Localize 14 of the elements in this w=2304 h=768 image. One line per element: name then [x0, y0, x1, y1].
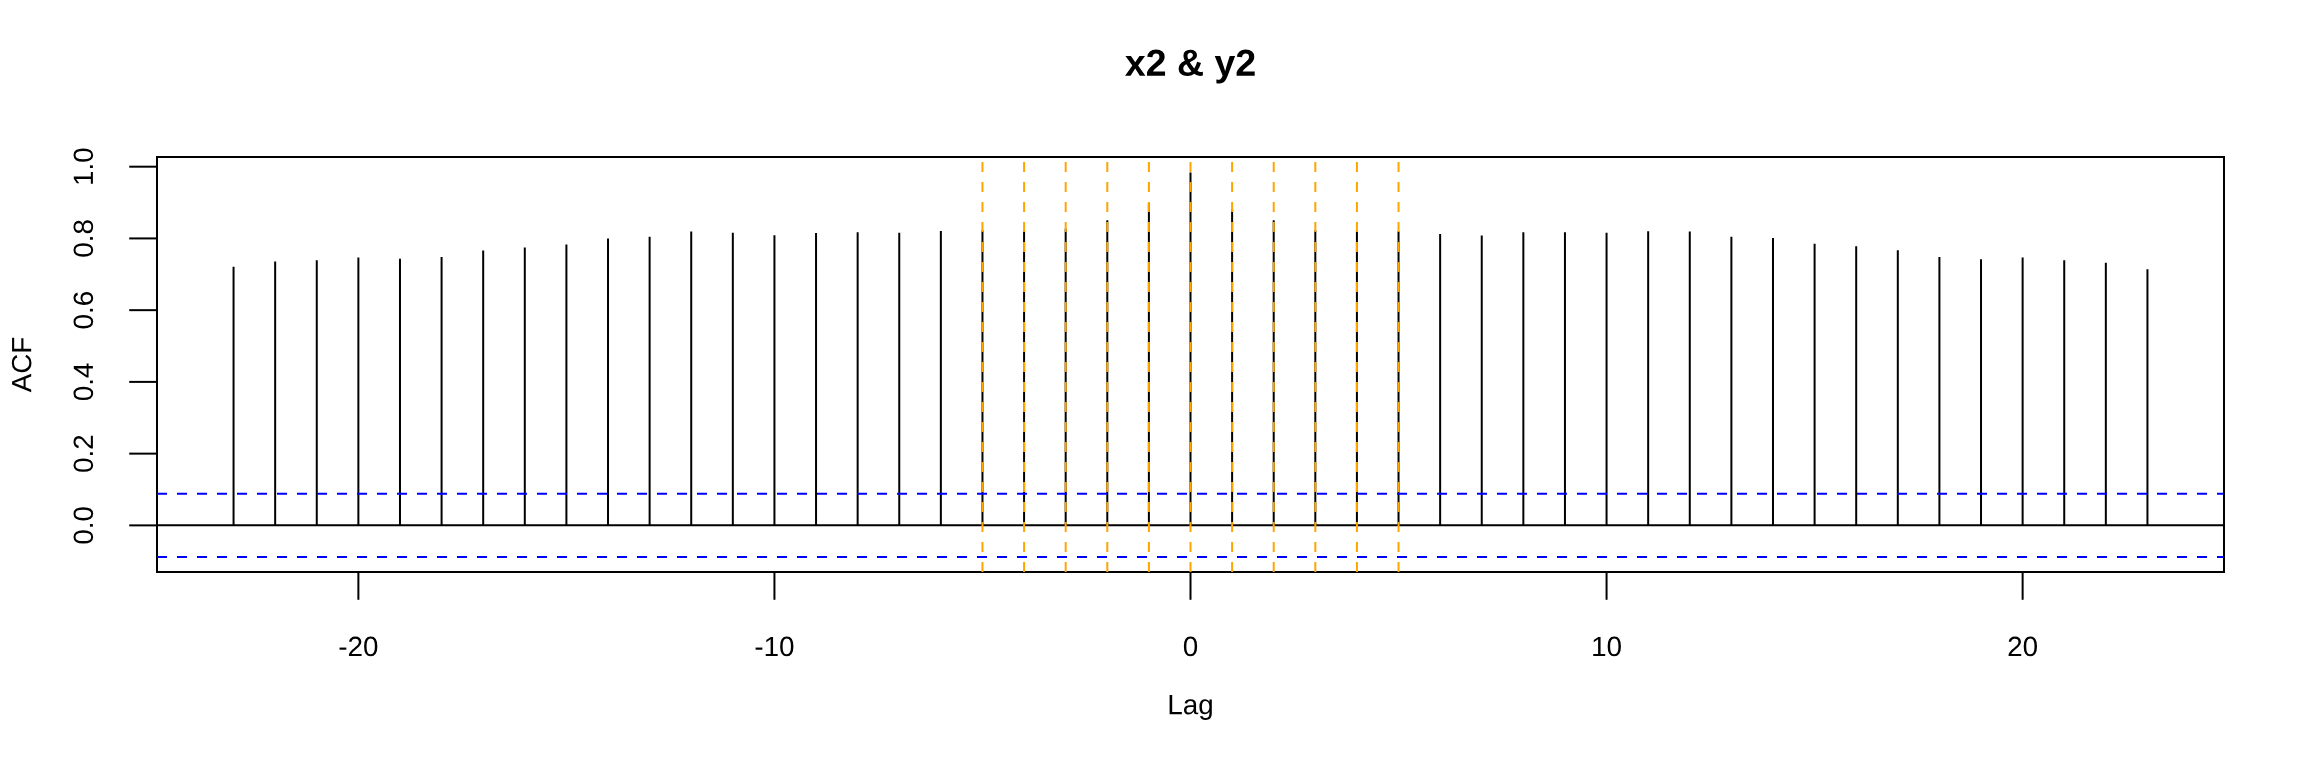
- x-tick-label: 0: [1183, 636, 1198, 657]
- y-tick-label: 0.8: [73, 220, 94, 257]
- y-tick-label: 0.0: [73, 507, 94, 544]
- x-tick-label: -20: [339, 636, 378, 657]
- y-axis-title: ACF: [11, 337, 32, 393]
- y-tick-label: 1.0: [73, 148, 94, 184]
- x-axis-title: Lag: [1169, 695, 1212, 720]
- y-tick-label: 0.4: [73, 363, 94, 401]
- y-tick-label: 0.2: [73, 435, 94, 472]
- x-tick-label: -10: [755, 636, 794, 657]
- y-tick-label: 0.6: [73, 292, 94, 329]
- chart-title: x2 & y2: [1125, 49, 1255, 84]
- x-tick-label: 10: [1593, 636, 1621, 657]
- x-tick-label: 20: [2008, 636, 2037, 657]
